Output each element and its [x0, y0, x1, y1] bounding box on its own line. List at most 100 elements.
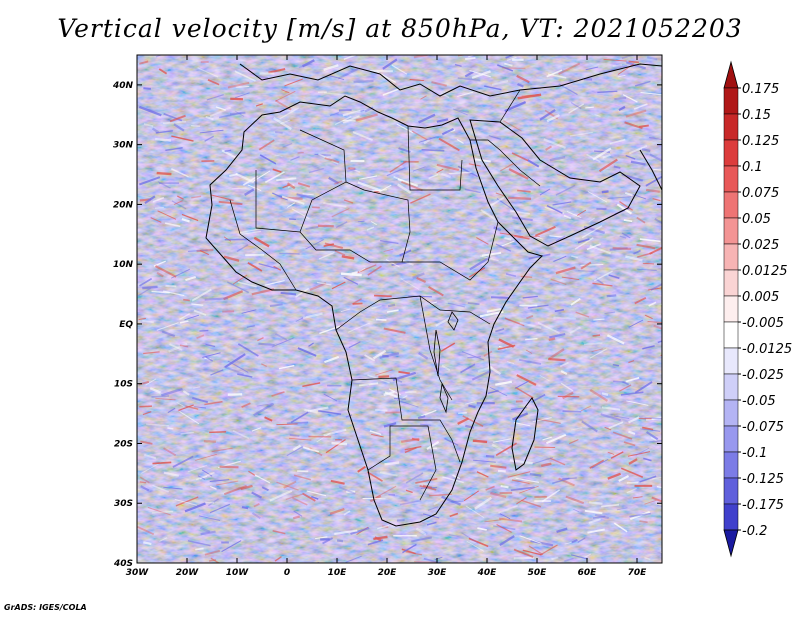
field-streak	[642, 345, 655, 350]
field-streak	[429, 493, 453, 497]
field-streak	[247, 184, 262, 191]
field-streak	[195, 547, 204, 551]
field-streak	[162, 290, 185, 297]
field-streak	[512, 412, 529, 421]
field-streak	[261, 486, 269, 492]
field-streak	[181, 218, 190, 223]
field-streak	[625, 255, 643, 262]
field-streak	[636, 268, 657, 271]
field-streak	[164, 222, 181, 228]
field-streak	[206, 94, 224, 101]
field-streak	[548, 348, 565, 360]
field-streak	[520, 275, 533, 278]
field-streak	[608, 274, 620, 280]
field-streak	[280, 291, 297, 296]
field-streak	[452, 108, 468, 116]
field-streak	[621, 232, 631, 239]
field-streak	[405, 472, 424, 484]
field-streak	[558, 62, 581, 76]
field-streak	[597, 90, 618, 94]
lat-tick-label: EQ	[119, 320, 133, 330]
field-streak	[286, 202, 296, 208]
field-streak	[191, 195, 202, 199]
field-streak	[472, 439, 488, 444]
field-streak	[223, 365, 244, 375]
field-streak	[485, 454, 495, 458]
field-streak	[323, 428, 347, 437]
field-streak	[399, 249, 412, 257]
field-streak	[144, 195, 156, 205]
field-streak	[210, 557, 221, 563]
field-streak	[585, 66, 599, 71]
field-streak	[616, 203, 633, 215]
field-streak	[628, 416, 640, 424]
field-streak	[138, 105, 162, 117]
field-streak	[625, 155, 636, 160]
field-streak	[318, 251, 335, 260]
field-streak	[511, 152, 529, 162]
field-streak	[221, 540, 242, 553]
field-streak	[192, 397, 209, 404]
coastlines	[205, 63, 662, 527]
field-streak	[415, 527, 427, 536]
field-streak	[592, 147, 612, 161]
field-streak	[634, 296, 647, 305]
field-streak	[336, 539, 344, 543]
field-streak	[378, 375, 390, 379]
field-streak	[264, 280, 285, 286]
field-streak	[623, 441, 636, 447]
colorbar-swatch	[723, 87, 739, 115]
field-streak	[302, 382, 321, 388]
field-streak	[461, 532, 479, 544]
field-streak	[221, 149, 237, 159]
field-streak	[613, 522, 628, 533]
field-streak	[235, 92, 250, 99]
field-streak	[227, 81, 250, 89]
field-streak	[171, 200, 187, 210]
madagascar-coastline	[511, 397, 539, 471]
field-streak	[614, 415, 630, 420]
lat-tick-label: 10N	[113, 260, 134, 270]
colorbar-swatch	[723, 399, 739, 427]
field-streak	[496, 523, 512, 533]
field-streak	[546, 433, 567, 445]
field-streak	[514, 380, 529, 389]
field-streak	[272, 116, 292, 131]
field-streak	[465, 401, 476, 405]
field-streak	[661, 90, 662, 92]
field-streak	[261, 363, 267, 368]
field-streak	[253, 503, 260, 508]
field-streak	[650, 436, 657, 442]
field-streak	[323, 201, 347, 208]
field-streak	[601, 406, 621, 411]
field-streak	[650, 283, 662, 291]
field-streak	[345, 555, 362, 563]
field-streak	[509, 459, 533, 465]
field-streak	[383, 327, 406, 334]
field-streak	[157, 180, 171, 189]
field-streak	[204, 297, 228, 301]
field-streak	[493, 525, 516, 531]
field-streak	[528, 545, 544, 556]
field-streak	[331, 441, 348, 446]
field-streak	[275, 131, 283, 134]
field-streak	[342, 110, 361, 117]
field-streak	[351, 298, 362, 305]
field-streak	[237, 373, 253, 378]
field-streak	[480, 209, 496, 221]
colorbar-swatch	[723, 217, 739, 245]
field-streak	[231, 187, 247, 190]
field-streak	[644, 499, 657, 505]
field-streak	[514, 235, 530, 240]
field-streak	[141, 462, 162, 474]
field-streak	[154, 265, 177, 278]
field-streak	[297, 347, 317, 357]
field-streak	[644, 314, 653, 320]
field-streak	[510, 210, 530, 215]
field-streak	[468, 537, 489, 548]
field-streak	[272, 192, 288, 201]
field-streak	[505, 55, 516, 59]
arabian-peninsula-coastline	[469, 119, 641, 247]
india-coastline	[639, 149, 662, 191]
field-streak	[474, 496, 492, 510]
